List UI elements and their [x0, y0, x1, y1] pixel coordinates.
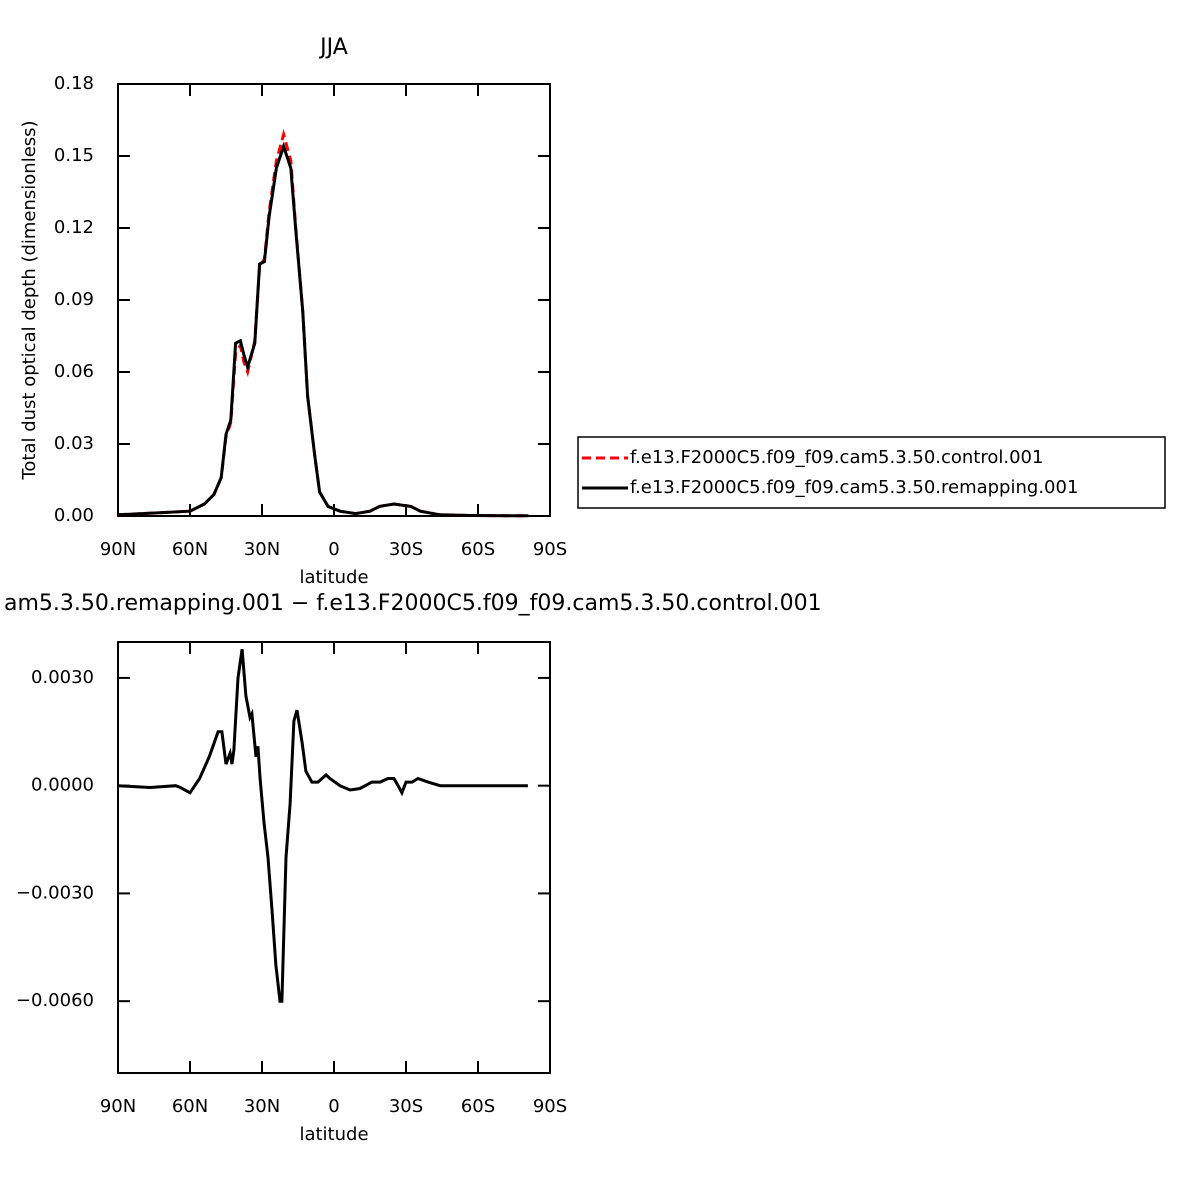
- x-tick-label: 90S: [533, 539, 567, 560]
- x-tick-label: 90N: [100, 1096, 136, 1117]
- x-axis-label: latitude: [299, 1124, 368, 1145]
- x-tick-label: 60N: [172, 539, 208, 560]
- series-line: [117, 648, 528, 1003]
- series-line: [117, 128, 529, 518]
- y-tick-label: −0.0060: [16, 990, 94, 1011]
- x-axis-label: latitude: [299, 567, 368, 588]
- y-tick-label: 0.0000: [31, 775, 94, 796]
- plot-frame: [117, 83, 551, 517]
- y-tick-label: 0.09: [54, 289, 94, 310]
- x-tick-label: 30S: [389, 1096, 423, 1117]
- y-tick-label: 0.0030: [31, 667, 94, 688]
- y-tick-label: −0.0030: [16, 882, 94, 903]
- legend-label: f.e13.F2000C5.f09_f09.cam5.3.50.remappin…: [630, 477, 1078, 498]
- x-tick-label: 0: [328, 1096, 339, 1117]
- x-tick-label: 60N: [172, 1096, 208, 1117]
- x-tick-label: 90S: [533, 1096, 567, 1117]
- y-tick-label: 0.06: [54, 361, 94, 382]
- x-tick-label: 60S: [461, 1096, 495, 1117]
- y-tick-label: 0.18: [54, 73, 94, 94]
- chart-title: JJA: [318, 35, 348, 60]
- y-tick-label: 0.03: [54, 433, 94, 454]
- y-tick-label: 0.00: [54, 505, 94, 526]
- x-tick-label: 30N: [244, 1096, 280, 1117]
- x-tick-label: 30N: [244, 539, 280, 560]
- x-tick-label: 90N: [100, 539, 136, 560]
- series-line: [117, 141, 529, 518]
- x-tick-label: 60S: [461, 539, 495, 560]
- x-tick-label: 30S: [389, 539, 423, 560]
- legend-box: [577, 436, 1166, 509]
- chart-title: am5.3.50.remapping.001 − f.e13.F2000C5.f…: [4, 591, 822, 616]
- plot-frame: [117, 641, 551, 1074]
- x-tick-label: 0: [328, 539, 339, 560]
- y-axis-label: Total dust optical depth (dimensionless): [19, 120, 40, 480]
- y-tick-label: 0.12: [54, 217, 94, 238]
- y-tick-label: 0.15: [54, 145, 94, 166]
- legend-label: f.e13.F2000C5.f09_f09.cam5.3.50.control.…: [630, 447, 1043, 468]
